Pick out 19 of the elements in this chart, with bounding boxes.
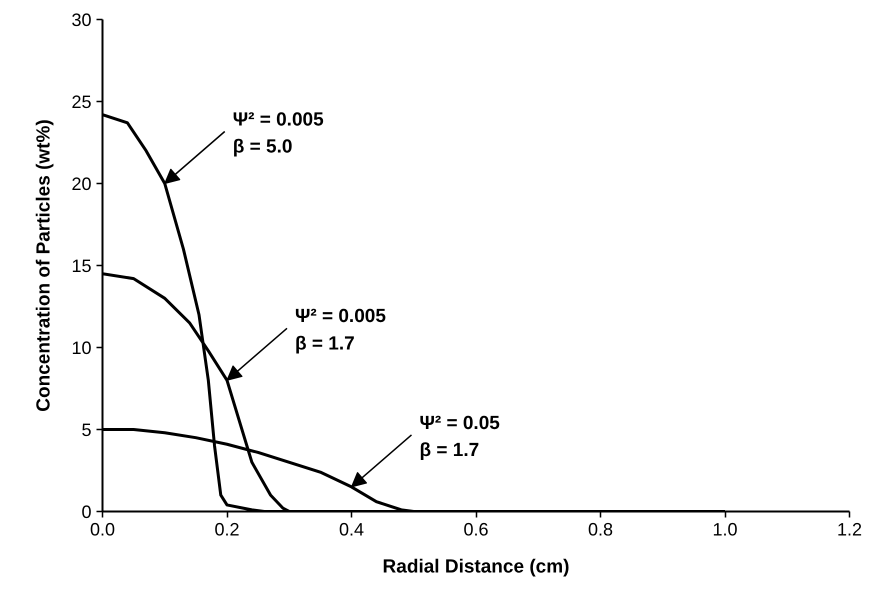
x-tick-label: 0.4 [338, 520, 364, 540]
y-tick-label: 15 [71, 256, 92, 276]
annotation: Ψ² = 0.005 β = 1.7 [295, 306, 386, 354]
y-tick-label: 30 [71, 10, 92, 30]
x-tick-label: 1.0 [712, 520, 738, 540]
y-tick-label: 25 [71, 92, 92, 112]
x-axis-title: Radial Distance (cm) [382, 556, 570, 578]
y-axis-title: Concentration of Particles (wt%) [33, 119, 54, 412]
x-tick-label: 0.6 [463, 520, 489, 540]
y-tick-label: 0 [81, 502, 92, 522]
y-tick-label: 10 [71, 338, 92, 358]
x-tick-label: 0.2 [214, 520, 240, 540]
annotation: Ψ² = 0.05 β = 1.7 [420, 412, 500, 462]
x-tick-label: 0.0 [90, 520, 116, 540]
annotation: Ψ² = 0.005 β = 5.0 [232, 109, 324, 158]
x-tick-label: 0.8 [588, 520, 614, 540]
y-tick-label: 5 [81, 420, 92, 440]
y-tick-label: 20 [71, 174, 92, 194]
x-tick-label: 1.2 [836, 520, 862, 540]
